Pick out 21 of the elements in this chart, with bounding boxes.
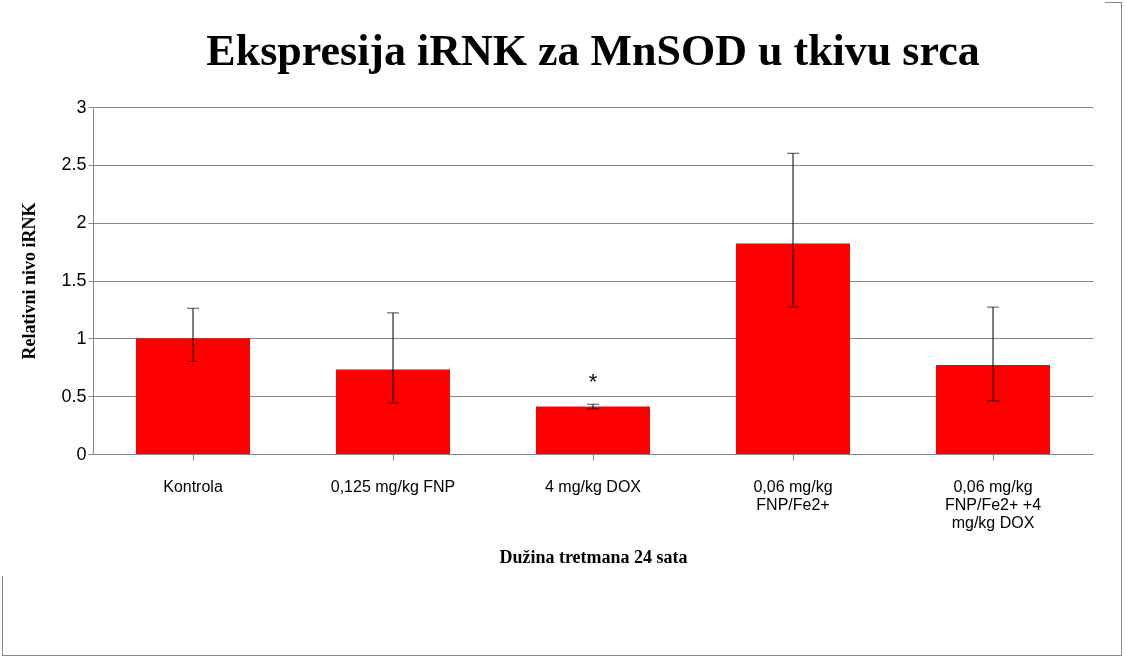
y-tick-label: 2: [76, 212, 87, 233]
x-axis-title: Dužina tretmana 24 sata: [499, 546, 688, 567]
y-tick-label: 3: [76, 96, 87, 117]
y-tick-label: 1: [76, 327, 87, 348]
bar: [536, 406, 650, 454]
y-tick-label: 1.5: [61, 270, 87, 290]
x-tick-label: Kontrola: [163, 477, 223, 495]
bar: [136, 338, 250, 454]
bar: [336, 369, 450, 454]
x-tick-label: 0,125 mg/kg FNP: [330, 477, 456, 495]
bar: [936, 364, 1050, 454]
bar: [736, 243, 850, 454]
chart-title: Ekspresija iRNK za MnSOD u tkivu srca: [206, 26, 980, 75]
y-axis-title: Relativni nivo iRNK: [19, 202, 40, 360]
y-tick-label: 0.5: [61, 385, 87, 406]
annotation: *: [588, 369, 598, 395]
y-tick-label: 0: [76, 443, 87, 464]
x-tick-label: 4 mg/kg DOX: [544, 477, 642, 495]
x-tick-label: 0,06 mg/kg FNP/Fe2+ +4 mg/kg DOX: [944, 477, 1042, 531]
y-tick-label: 2.5: [61, 154, 87, 175]
x-tick-label: 0,06 mg/kg FNP/Fe2+: [753, 477, 833, 513]
